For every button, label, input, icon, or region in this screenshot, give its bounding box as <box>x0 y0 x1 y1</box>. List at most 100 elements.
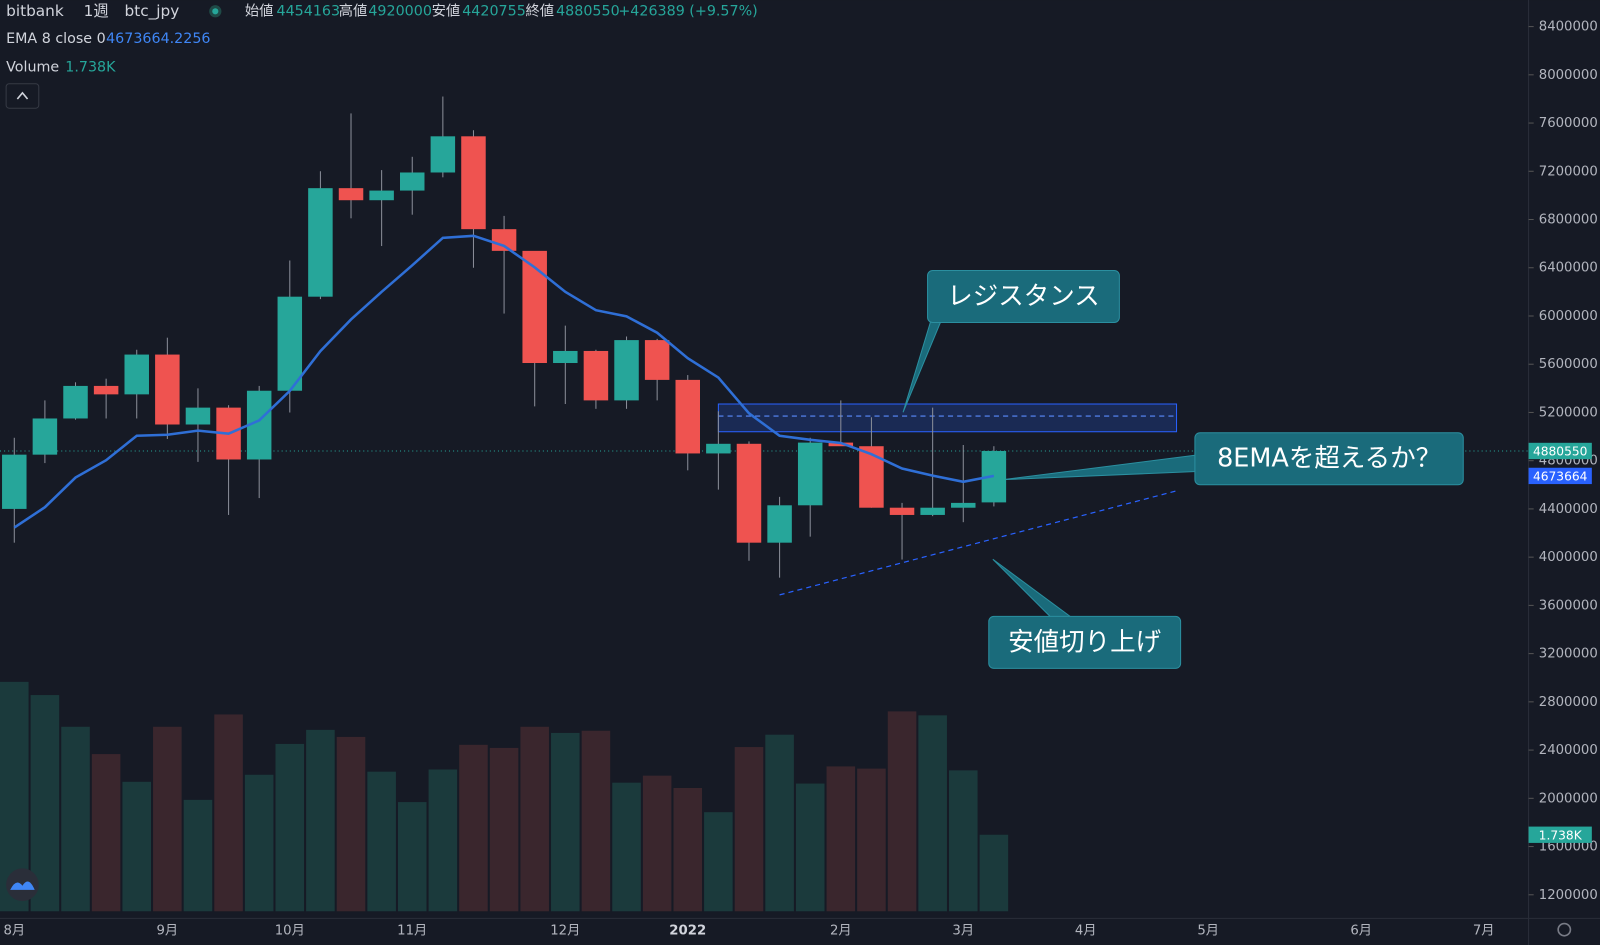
y-tick-label: 6000000 <box>1539 309 1598 324</box>
volume-bar <box>734 747 764 912</box>
x-tick-label: 7月 <box>1473 924 1495 939</box>
ema-value: 4673664.2256 <box>106 31 210 47</box>
x-tick-label: 2022 <box>669 924 706 939</box>
close-label: 終値 <box>526 2 555 19</box>
callout-text: レジスタンス <box>947 282 1100 312</box>
y-tick-label: 3200000 <box>1539 647 1598 662</box>
change: +426389 (+9.57%) <box>618 3 757 19</box>
candle-body <box>859 446 884 508</box>
y-tick-label: 2000000 <box>1539 791 1598 806</box>
candle-body <box>400 172 425 191</box>
candle-body <box>338 188 364 201</box>
ema-line <box>13 234 995 529</box>
volume-bar <box>397 802 427 912</box>
volume-bar <box>948 770 978 912</box>
y-tick-label: 5200000 <box>1539 405 1598 420</box>
candle-body <box>522 250 547 364</box>
x-tick-label: 4月 <box>1075 924 1097 939</box>
high-label: 高値 <box>339 2 368 19</box>
y-tick-label: 5600000 <box>1539 357 1598 372</box>
volume-bar <box>642 775 672 912</box>
y-tick-label: 4000000 <box>1539 550 1598 565</box>
candle-body <box>767 505 792 543</box>
candle-body <box>32 418 58 455</box>
legend: bitbank 1週 btc_jpy 始値 4454163 高値 4920000… <box>5 2 758 109</box>
y-tick-label: 7200000 <box>1539 164 1598 179</box>
volume-bar <box>857 768 886 912</box>
candle-body <box>63 385 88 419</box>
volume-bar <box>122 781 152 912</box>
price-tag <box>1528 826 1592 843</box>
candle-body <box>706 443 731 454</box>
y-tick-label: 8000000 <box>1539 68 1598 83</box>
y-tick-label: 7600000 <box>1539 116 1598 131</box>
y-tick-label: 4400000 <box>1539 502 1598 517</box>
callout-box <box>1194 432 1464 486</box>
y-tick-label: 6400000 <box>1539 261 1598 276</box>
candle-body <box>644 340 670 380</box>
volume-bar <box>520 726 549 912</box>
axis-layer: 1200000 1600000 2000000 2400000 2800000 32000… <box>3 20 1597 939</box>
candle-body <box>308 188 333 297</box>
volume-bar <box>581 730 611 912</box>
y-tick-label: 3600000 <box>1539 598 1598 613</box>
volume-bar <box>673 787 703 912</box>
volume-bar <box>765 734 794 912</box>
logo[interactable] <box>6 868 39 902</box>
price-tag-label: 1.738K <box>1539 828 1583 842</box>
candle-body <box>124 354 149 395</box>
callout-box <box>988 615 1182 669</box>
candle-body <box>553 350 578 364</box>
x-tick-label: 6月 <box>1350 924 1372 939</box>
interval: 1週 <box>84 2 109 20</box>
volume-bar <box>306 729 335 912</box>
volume-bar <box>489 747 519 912</box>
candle-body <box>583 350 609 401</box>
candle-body <box>951 502 976 508</box>
x-tick-label: 9月 <box>157 924 179 939</box>
price-layer <box>2 96 1007 578</box>
low-label: 安値 <box>432 2 461 19</box>
candle-body <box>797 442 823 506</box>
candle-body <box>430 136 456 173</box>
volume-bar <box>367 771 396 912</box>
callout-text: 安値切り上げ <box>1008 627 1161 657</box>
candle-body <box>920 507 945 515</box>
x-tick-label: 12月 <box>550 924 580 939</box>
x-tick-label: 10月 <box>275 924 305 939</box>
volume-bar <box>795 783 825 912</box>
collapse-button[interactable] <box>5 83 40 109</box>
volume-bar <box>551 732 580 912</box>
volume-bar <box>336 736 366 912</box>
x-tick-label: 5月 <box>1197 924 1219 939</box>
candle-body <box>155 354 180 425</box>
candle-body <box>93 385 119 395</box>
volume-bar <box>826 766 856 912</box>
x-tick-label: 2月 <box>830 924 852 939</box>
settings-icon[interactable] <box>1557 922 1572 937</box>
price-tag <box>1528 467 1592 485</box>
open-label: 始値 <box>245 2 274 19</box>
resistance-zone <box>717 403 1178 433</box>
volume-bar <box>61 726 90 912</box>
x-tick-label: 3月 <box>952 924 974 939</box>
open-value: 4454163 <box>277 3 341 19</box>
callout-text: 8EMAを超えるか？ <box>1217 444 1441 474</box>
status-dot <box>212 8 219 15</box>
volume-bar <box>428 769 458 912</box>
close-value: 4880550 <box>556 3 620 19</box>
volume-bar <box>704 812 733 912</box>
volume-name: Volume <box>6 59 59 75</box>
volume-bar <box>183 799 213 912</box>
price-tag-label: 4673664 <box>1533 469 1588 483</box>
candle-body <box>736 443 762 543</box>
candle-body <box>614 340 639 401</box>
high-value: 4920000 <box>368 3 432 19</box>
y-tick-label: 1200000 <box>1539 888 1598 903</box>
y-tick-label: 2400000 <box>1539 743 1598 758</box>
x-tick-label: 11月 <box>397 924 427 939</box>
volume-bar <box>214 714 243 912</box>
y-tick-label: 2800000 <box>1539 695 1598 710</box>
low-value: 4420755 <box>462 3 526 19</box>
pair: btc_jpy <box>124 2 179 21</box>
